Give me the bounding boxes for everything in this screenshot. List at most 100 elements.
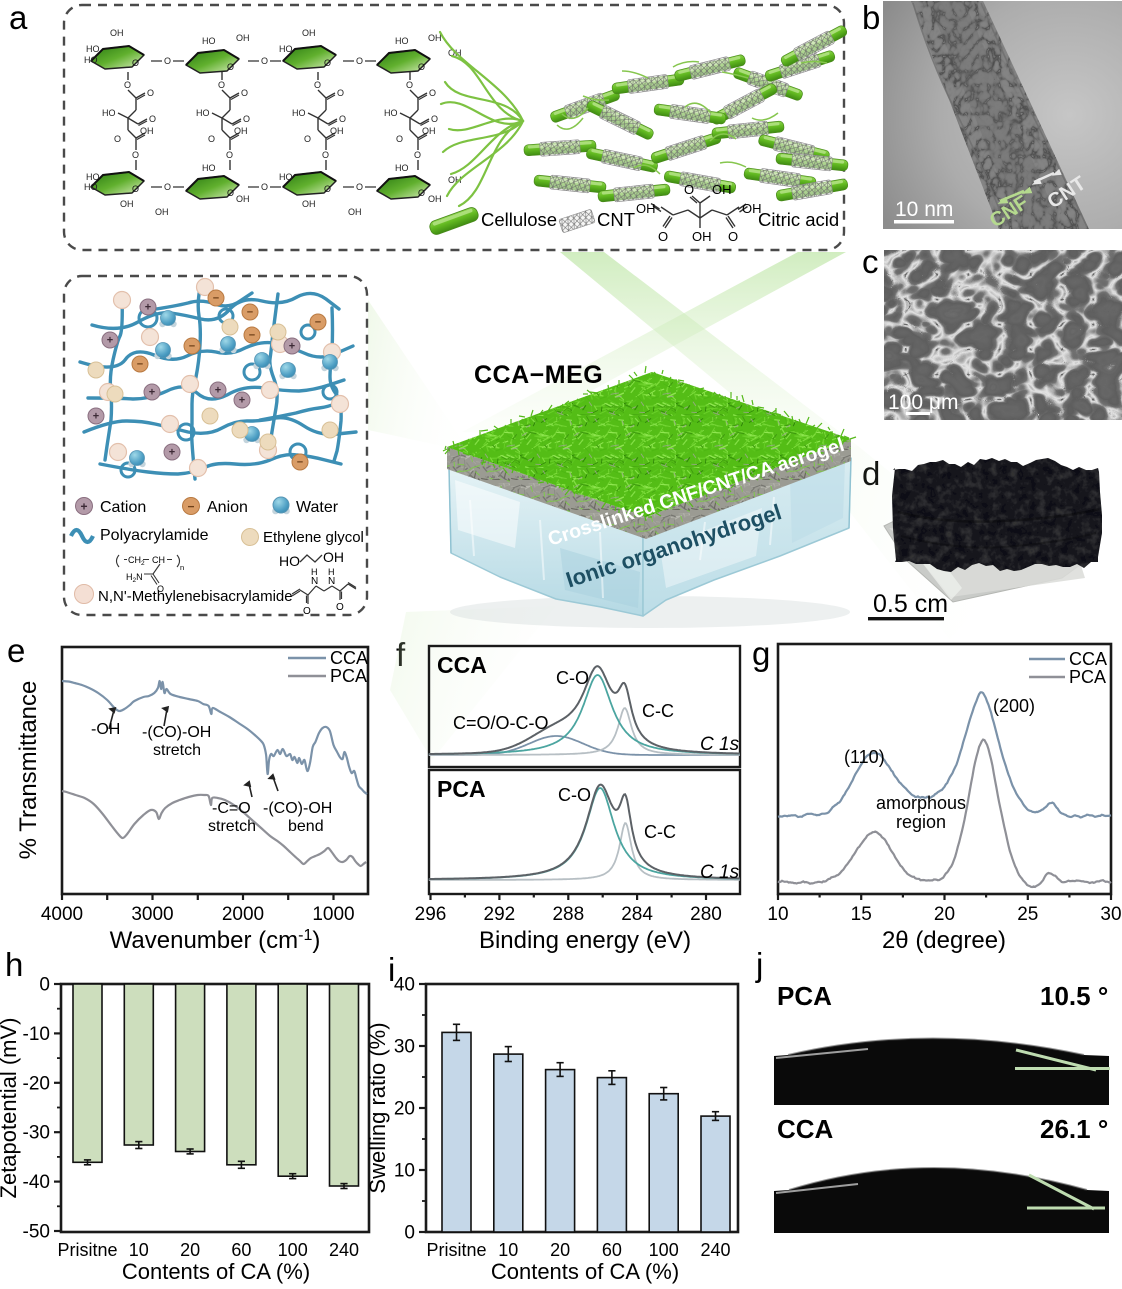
svg-text:Contents of CA (%): Contents of CA (%) [491, 1259, 679, 1284]
svg-text:Cation: Cation [100, 499, 146, 516]
svg-text:amorphous: amorphous [876, 793, 966, 813]
svg-text:O: O [356, 182, 363, 192]
svg-text:−: − [189, 341, 195, 353]
svg-text:−: − [187, 500, 194, 514]
svg-text:Swelling ratio (%): Swelling ratio (%) [365, 1022, 390, 1193]
svg-text:-40: -40 [23, 1172, 50, 1193]
svg-text:HO: HO [84, 55, 98, 65]
svg-text:-20: -20 [23, 1073, 50, 1094]
svg-text:OH: OH [110, 28, 124, 38]
svg-text:280: 280 [690, 904, 722, 925]
svg-text:OH: OH [302, 199, 316, 209]
svg-text:CCA: CCA [330, 648, 368, 668]
svg-text:i: i [388, 951, 395, 988]
svg-text:−: − [213, 293, 219, 305]
svg-text:Prisitne: Prisitne [57, 1240, 117, 1260]
svg-text:N,N'-Methylenebisacrylamide: N,N'-Methylenebisacrylamide [98, 588, 293, 605]
svg-text:2000: 2000 [222, 904, 264, 925]
svg-text:+: + [80, 500, 87, 514]
svg-text:-(CO)-OH: -(CO)-OH [263, 800, 332, 817]
svg-text:CH2: CH2 [128, 555, 145, 567]
svg-text:g: g [752, 635, 770, 672]
svg-text:Cellulose: Cellulose [481, 209, 557, 230]
svg-text:O: O [261, 182, 268, 192]
svg-text:-(CO)-OH: -(CO)-OH [142, 724, 211, 741]
svg-text:284: 284 [621, 904, 653, 925]
svg-text:O: O [684, 182, 694, 197]
svg-text:−: − [137, 359, 143, 371]
svg-text:-30: -30 [23, 1123, 50, 1144]
svg-text:a: a [9, 0, 28, 36]
svg-text:+: + [289, 341, 295, 353]
svg-text:20: 20 [934, 904, 955, 925]
svg-text:O: O [157, 584, 164, 594]
svg-text:CCA−MEG: CCA−MEG [474, 361, 603, 389]
svg-text:stretch: stretch [208, 818, 256, 835]
svg-text:region: region [896, 812, 946, 832]
svg-text:0: 0 [404, 1223, 415, 1244]
svg-text:OH: OH [448, 175, 462, 185]
svg-text:100 μm: 100 μm [888, 391, 958, 414]
svg-text:HO: HO [279, 44, 293, 54]
svg-text:292: 292 [484, 904, 516, 925]
svg-text:CCA: CCA [1069, 649, 1107, 669]
svg-text:+: + [169, 447, 175, 459]
svg-text:C=O/O-C-O: C=O/O-C-O [453, 713, 549, 733]
svg-text:CNT: CNT [597, 209, 635, 230]
svg-text:Anion: Anion [207, 499, 248, 516]
svg-text:+: + [149, 387, 155, 399]
svg-text:(200): (200) [993, 696, 1035, 716]
svg-text:h: h [5, 946, 23, 983]
svg-text:Zetapotential (mV): Zetapotential (mV) [0, 1018, 21, 1199]
svg-text:O: O [336, 602, 344, 613]
svg-text:30: 30 [1100, 904, 1121, 925]
svg-text:240: 240 [700, 1240, 730, 1260]
svg-text:1000: 1000 [312, 904, 354, 925]
svg-text:240: 240 [329, 1240, 359, 1260]
svg-text:O: O [164, 56, 171, 66]
svg-text:+: + [145, 302, 151, 314]
svg-text:H: H [311, 567, 318, 577]
svg-text:100: 100 [649, 1240, 679, 1260]
svg-text:HO: HO [202, 36, 216, 46]
svg-text:OH: OH [636, 201, 656, 216]
svg-text:-C=O: -C=O [212, 800, 251, 817]
svg-text:HO: HO [86, 172, 100, 182]
svg-text:10.5 °: 10.5 ° [1040, 981, 1108, 1011]
svg-text:O: O [164, 182, 171, 192]
svg-text:H2N: H2N [126, 572, 143, 584]
svg-text:OH: OH [155, 207, 169, 217]
svg-text:e: e [7, 632, 25, 669]
svg-text:288: 288 [552, 904, 584, 925]
svg-text:OH: OH [692, 229, 712, 244]
svg-text:PCA: PCA [437, 776, 486, 802]
svg-text:N: N [311, 576, 318, 587]
svg-text:OH: OH [348, 207, 362, 217]
svg-text:−: − [315, 317, 321, 329]
svg-text:15: 15 [851, 904, 872, 925]
svg-text:26.1 °: 26.1 ° [1040, 1114, 1108, 1144]
svg-text:C-C: C-C [644, 822, 676, 842]
svg-text:Ethylene glycol: Ethylene glycol [263, 529, 364, 546]
svg-text:10: 10 [394, 1161, 415, 1182]
svg-text:N: N [328, 576, 335, 587]
svg-text:60: 60 [231, 1240, 251, 1260]
svg-text:Wavenumber (cm-1): Wavenumber (cm-1) [110, 927, 321, 954]
svg-text:Binding energy (eV): Binding energy (eV) [479, 927, 691, 954]
svg-text:0.5 cm: 0.5 cm [873, 590, 948, 618]
svg-text:-10: -10 [23, 1024, 50, 1045]
svg-text:OH: OH [120, 199, 134, 209]
svg-text:C-C: C-C [642, 701, 674, 721]
svg-text:stretch: stretch [153, 742, 201, 759]
svg-text:HO: HO [202, 163, 216, 173]
svg-text:O: O [728, 229, 738, 244]
svg-text:10: 10 [129, 1240, 149, 1260]
svg-text:OH: OH [742, 201, 762, 216]
svg-text:-OH: -OH [91, 721, 120, 738]
svg-text:CH: CH [152, 555, 165, 565]
svg-text:OH: OH [323, 549, 344, 565]
svg-text:c: c [862, 243, 879, 280]
svg-text:Citric acid: Citric acid [758, 209, 839, 230]
svg-text:25: 25 [1017, 904, 1038, 925]
svg-text:10 nm: 10 nm [895, 198, 953, 221]
